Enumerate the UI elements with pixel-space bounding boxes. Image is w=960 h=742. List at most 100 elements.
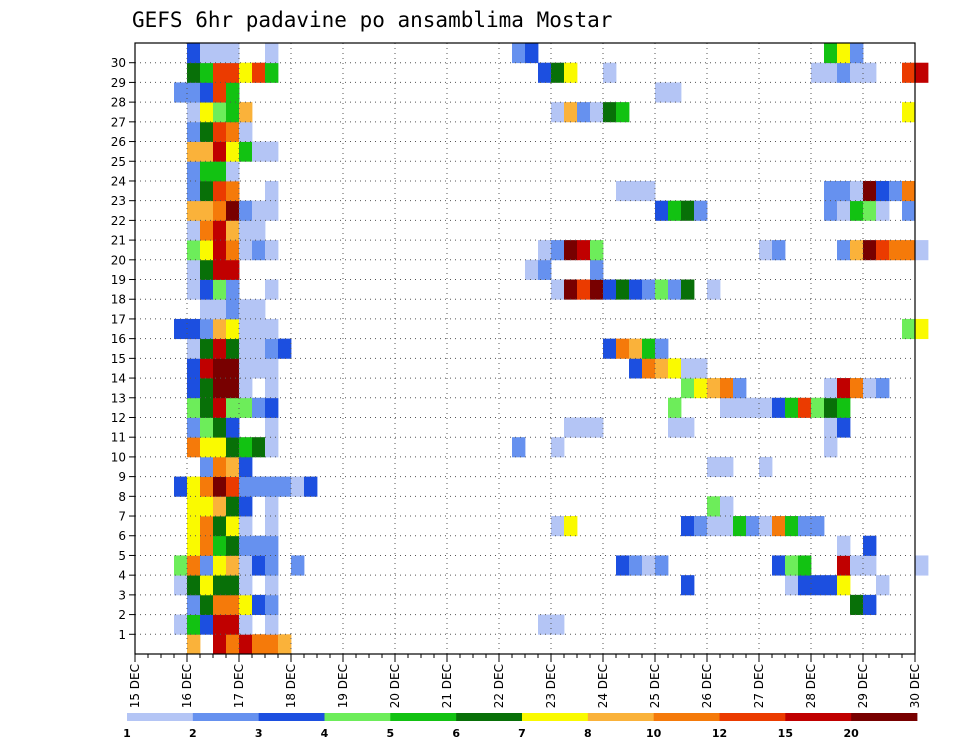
heatmap-cell	[590, 240, 604, 261]
heatmap-cell	[200, 535, 214, 556]
heatmap-cell	[187, 417, 201, 438]
heatmap-cell	[200, 594, 214, 615]
heatmap-cell	[252, 437, 266, 458]
heatmap-cell	[265, 378, 279, 399]
heatmap-cell	[564, 62, 578, 83]
heatmap-cell	[252, 318, 266, 340]
legend-label: 7	[518, 727, 526, 740]
heatmap-cell	[876, 575, 890, 596]
heatmap-cell	[265, 200, 279, 221]
heatmap-cell	[681, 200, 695, 221]
heatmap-cell	[252, 240, 266, 261]
heatmap-cell	[837, 240, 851, 261]
heatmap-cell	[174, 476, 188, 497]
heatmap-cell	[187, 279, 201, 300]
heatmap-cell	[824, 180, 838, 202]
heatmap-cell	[187, 200, 201, 221]
heatmap-cell	[239, 614, 253, 635]
heatmap-cell	[603, 62, 617, 83]
heatmap-cell	[694, 516, 708, 537]
heatmap-cell	[720, 496, 734, 517]
heatmap-cell	[226, 535, 240, 556]
legend-label: 20	[844, 727, 860, 740]
heatmap-cell	[915, 555, 929, 576]
heatmap-cell	[824, 437, 838, 458]
heatmap-cell	[265, 62, 279, 83]
chart-title: GEFS 6hr padavine po ansamblima Mostar	[132, 8, 612, 32]
heatmap-cell	[174, 575, 188, 596]
y-tick-label: 30	[111, 56, 126, 70]
heatmap-cell	[226, 594, 240, 615]
heatmap-cell	[616, 102, 630, 123]
heatmap-cell	[265, 516, 279, 537]
heatmap-cell	[239, 456, 253, 478]
legend-label: 10	[646, 727, 662, 740]
heatmap-cell	[213, 43, 227, 64]
heatmap-cell	[824, 200, 838, 221]
heatmap-cell	[200, 575, 214, 596]
heatmap-cell	[239, 535, 253, 556]
heatmap-cell	[226, 82, 240, 103]
x-tick-label: 19 DEC	[336, 664, 350, 708]
legend-label: 5	[387, 727, 395, 740]
heatmap-cell	[902, 102, 916, 123]
heatmap-cell	[291, 476, 305, 497]
heatmap-cell	[512, 437, 526, 458]
heatmap-cell	[187, 614, 201, 635]
heatmap-cell	[850, 378, 864, 399]
heatmap-cell	[226, 318, 240, 340]
heatmap-cell	[850, 200, 864, 221]
heatmap-cell	[538, 240, 552, 261]
heatmap-cell	[850, 555, 864, 576]
y-tick-label: 1	[118, 628, 126, 642]
heatmap-cell	[629, 555, 643, 576]
heatmap-cell	[187, 220, 201, 241]
heatmap-cell	[200, 456, 214, 478]
heatmap-cell	[889, 180, 903, 202]
heatmap-cell	[226, 161, 240, 182]
legend-label: 6	[452, 727, 460, 740]
heatmap-cell	[174, 614, 188, 635]
heatmap-cell	[187, 259, 201, 280]
heatmap-cell	[239, 358, 253, 379]
heatmap-cell	[187, 43, 201, 64]
heatmap-cell	[226, 417, 240, 438]
heatmap-cell	[213, 496, 227, 517]
heatmap-cell	[265, 575, 279, 596]
heatmap-cell	[759, 516, 773, 537]
heatmap-cell	[278, 338, 292, 359]
heatmap-cell	[538, 62, 552, 83]
heatmap-cell	[551, 102, 565, 123]
y-tick-label: 23	[111, 194, 126, 208]
heatmap-cell	[681, 358, 695, 379]
heatmap-cell	[694, 378, 708, 399]
heatmap-cell	[720, 456, 734, 478]
heatmap-cell	[213, 141, 227, 162]
y-tick-label: 14	[111, 372, 126, 386]
x-tick-label: 21 DEC	[440, 664, 454, 708]
heatmap-cell	[525, 43, 539, 64]
heatmap-cell	[837, 535, 851, 556]
legend-label: 8	[584, 727, 592, 740]
heatmap-cell	[213, 417, 227, 438]
heatmap-cell	[863, 594, 877, 615]
heatmap-cell	[213, 378, 227, 399]
heatmap-cell	[200, 279, 214, 300]
heatmap-cell	[213, 259, 227, 280]
heatmap-cell	[915, 240, 929, 261]
heatmap-cell	[590, 417, 604, 438]
heatmap-cell	[525, 259, 539, 280]
heatmap-cell	[265, 240, 279, 261]
heatmap-cell	[265, 437, 279, 458]
x-tick-label: 16 DEC	[180, 664, 194, 708]
heatmap-cell	[265, 417, 279, 438]
heatmap-cell	[200, 220, 214, 241]
heatmap-cell	[707, 496, 721, 517]
heatmap-cell	[668, 358, 682, 379]
heatmap-cell	[577, 279, 591, 300]
x-tick-label: 17 DEC	[232, 664, 246, 708]
heatmap-cell	[187, 180, 201, 202]
heatmap-cell	[239, 594, 253, 615]
legend-swatch	[127, 713, 194, 721]
heatmap-cell	[902, 200, 916, 221]
